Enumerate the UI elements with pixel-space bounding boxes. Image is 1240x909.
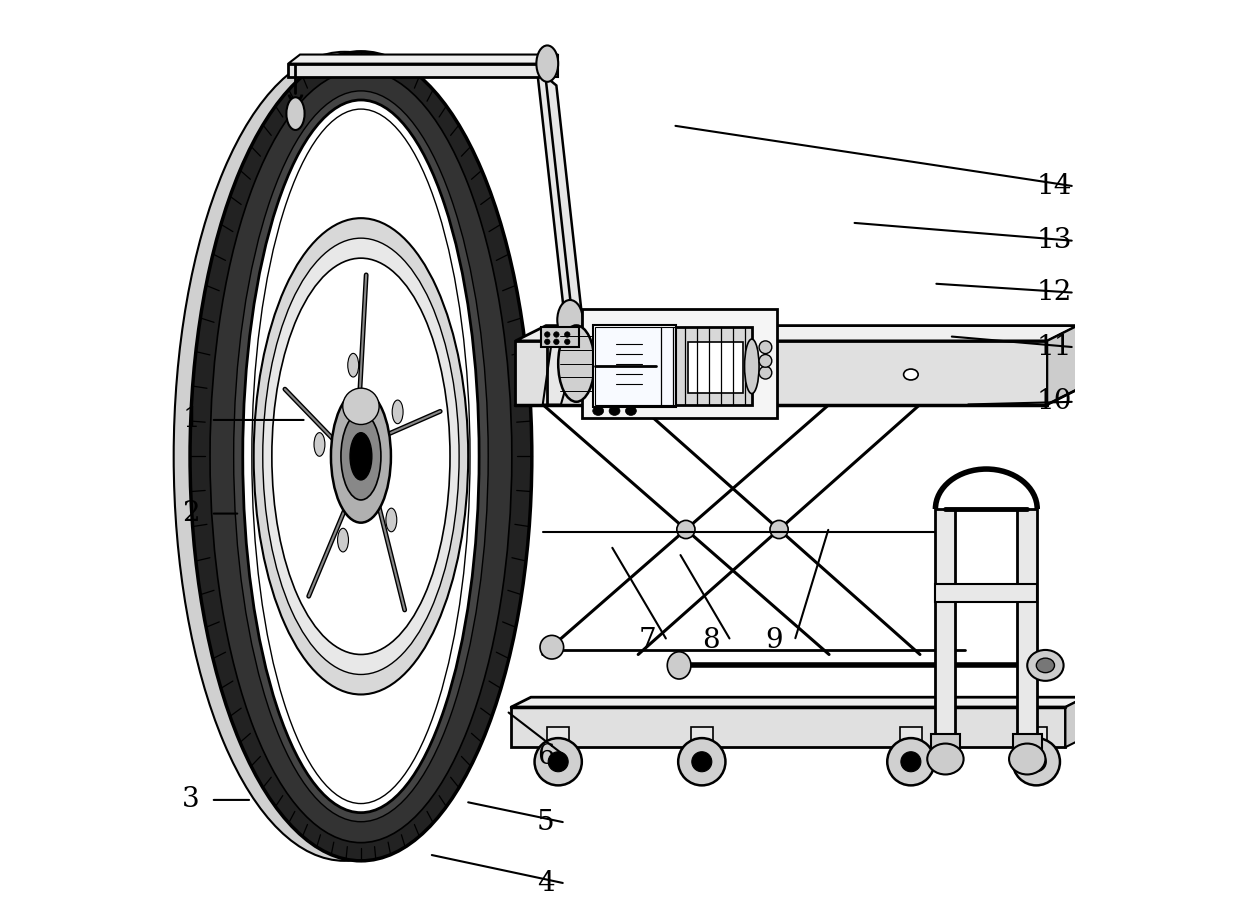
Ellipse shape [553, 339, 559, 345]
Ellipse shape [341, 413, 381, 500]
Ellipse shape [1009, 744, 1045, 774]
Ellipse shape [544, 332, 551, 337]
Ellipse shape [537, 45, 558, 82]
Ellipse shape [350, 433, 372, 480]
Bar [594, 327, 675, 405]
Text: 6: 6 [537, 743, 554, 770]
Ellipse shape [208, 133, 481, 780]
Ellipse shape [190, 52, 532, 861]
Ellipse shape [904, 369, 918, 380]
Ellipse shape [392, 400, 403, 424]
Ellipse shape [770, 520, 789, 538]
Polygon shape [516, 341, 1048, 405]
Ellipse shape [558, 325, 594, 402]
Ellipse shape [314, 433, 325, 456]
Ellipse shape [888, 738, 935, 785]
Bar [688, 342, 743, 393]
Ellipse shape [609, 406, 620, 415]
Ellipse shape [677, 520, 694, 538]
Text: 13: 13 [1037, 227, 1073, 255]
Ellipse shape [692, 752, 712, 772]
Ellipse shape [1027, 650, 1064, 681]
Polygon shape [656, 405, 751, 418]
Ellipse shape [331, 390, 391, 523]
Ellipse shape [901, 752, 921, 772]
Ellipse shape [759, 355, 771, 367]
Polygon shape [288, 55, 558, 64]
Bar [541, 327, 579, 347]
Polygon shape [511, 707, 1065, 747]
Ellipse shape [534, 738, 582, 785]
Text: 9: 9 [766, 627, 784, 654]
Ellipse shape [174, 52, 516, 861]
Text: 3: 3 [182, 786, 200, 814]
Ellipse shape [744, 339, 759, 394]
Ellipse shape [564, 339, 570, 345]
Ellipse shape [263, 238, 459, 674]
Bar [1025, 727, 1048, 754]
Polygon shape [547, 55, 558, 77]
Bar [691, 727, 713, 754]
Ellipse shape [272, 258, 450, 654]
Ellipse shape [286, 97, 305, 130]
Ellipse shape [254, 218, 469, 694]
Ellipse shape [564, 332, 570, 337]
Ellipse shape [553, 332, 559, 337]
Polygon shape [935, 509, 956, 747]
Text: 10: 10 [1037, 388, 1073, 415]
Ellipse shape [667, 652, 691, 679]
Bar [931, 734, 960, 759]
Text: 14: 14 [1037, 173, 1073, 200]
Ellipse shape [1027, 752, 1047, 772]
Ellipse shape [252, 109, 470, 804]
Text: 1: 1 [182, 406, 200, 434]
Ellipse shape [1037, 658, 1054, 673]
Text: 12: 12 [1037, 279, 1073, 306]
Ellipse shape [386, 508, 397, 532]
Polygon shape [288, 64, 547, 77]
Polygon shape [537, 64, 574, 318]
Bar [900, 727, 921, 754]
Text: 4: 4 [537, 870, 554, 897]
Text: 11: 11 [1037, 334, 1073, 361]
Ellipse shape [759, 341, 771, 354]
Polygon shape [935, 584, 1037, 602]
Ellipse shape [539, 635, 564, 659]
Polygon shape [543, 341, 579, 405]
Ellipse shape [243, 100, 479, 813]
Bar [560, 356, 720, 371]
Ellipse shape [593, 406, 604, 415]
Ellipse shape [210, 70, 512, 843]
Polygon shape [511, 697, 1085, 707]
Bar [593, 325, 676, 407]
Ellipse shape [1013, 738, 1060, 785]
Ellipse shape [233, 91, 489, 822]
Ellipse shape [544, 339, 551, 345]
Ellipse shape [548, 752, 568, 772]
Ellipse shape [342, 388, 379, 425]
Polygon shape [1065, 697, 1085, 747]
Polygon shape [1048, 325, 1078, 405]
Bar [656, 327, 751, 405]
Bar [547, 727, 569, 754]
Bar [582, 309, 777, 418]
Ellipse shape [557, 300, 583, 340]
Bar [1013, 734, 1042, 759]
Ellipse shape [928, 744, 963, 774]
Ellipse shape [625, 406, 636, 415]
Ellipse shape [722, 369, 737, 380]
Ellipse shape [759, 366, 771, 379]
Text: 7: 7 [639, 627, 656, 654]
Text: 2: 2 [182, 500, 200, 527]
Ellipse shape [337, 528, 348, 552]
Ellipse shape [678, 738, 725, 785]
Ellipse shape [615, 336, 644, 391]
Polygon shape [546, 76, 584, 331]
Ellipse shape [347, 354, 358, 377]
Text: 5: 5 [537, 809, 554, 836]
Text: 8: 8 [702, 627, 719, 654]
Polygon shape [1017, 509, 1037, 747]
Polygon shape [516, 325, 1078, 341]
